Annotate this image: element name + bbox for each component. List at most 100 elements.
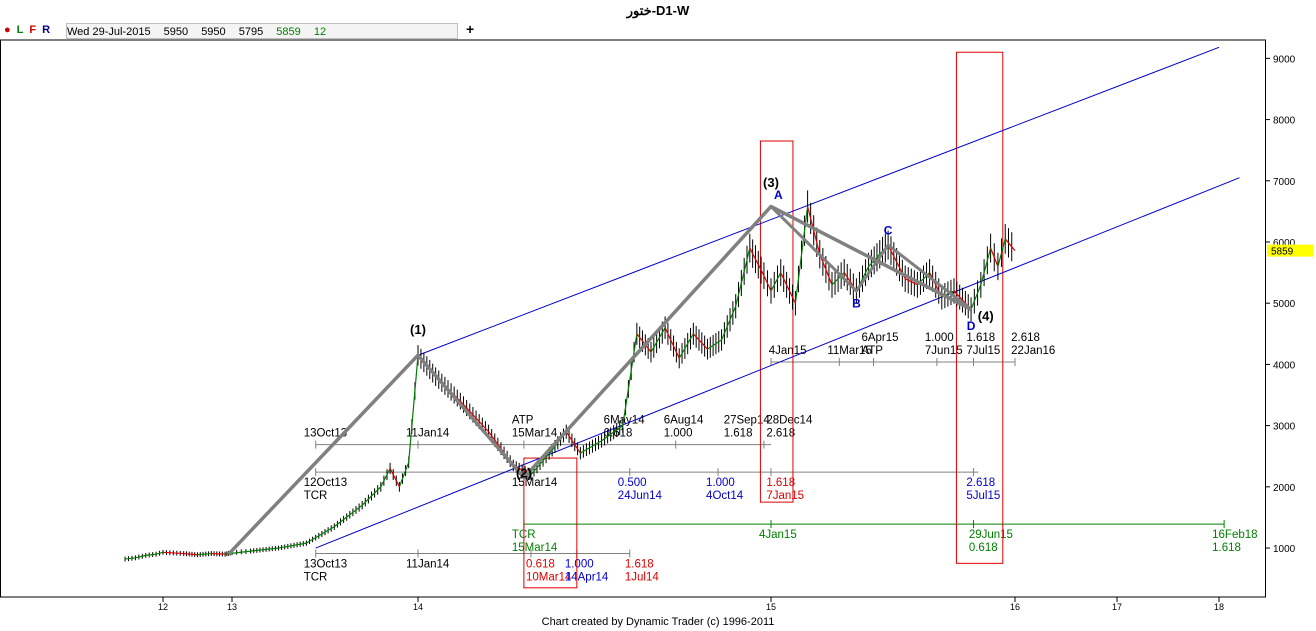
time-window-box [523, 457, 578, 589]
flag-group[interactable]: ● L F R [4, 22, 56, 38]
swing-segment [398, 462, 410, 488]
projection-label: 22Jan16 [1011, 345, 1055, 357]
swing-segment [459, 400, 490, 433]
abcd-label: C [884, 224, 893, 238]
price-tick-label: 8000 [1273, 116, 1296, 127]
projection-label: 15Mar14 [512, 477, 558, 489]
time-tick-label: 14 [413, 602, 423, 612]
projection-label: 1.000 [664, 428, 693, 440]
time-tick-label: 18 [1214, 602, 1224, 612]
projection-label: 16Feb18 [1212, 529, 1257, 541]
info-open: 5950 [163, 26, 189, 38]
price-tick-label: 4000 [1273, 360, 1296, 371]
swing-segment [770, 272, 782, 292]
swing-segment [124, 557, 136, 560]
projection-label: 0.500 [618, 477, 647, 489]
price-chart[interactable]: 4Jan15 11Mar156Apr15ATP1.0007Jun151.6187J… [0, 38, 1316, 614]
chart-credit: Chart created by Dynamic Trader (c) 1996… [541, 616, 775, 628]
swing-segment [408, 355, 419, 463]
swing-segment [333, 504, 363, 528]
projection-label: 15Mar14 [512, 428, 558, 440]
swing-segment [306, 526, 335, 544]
info-low: 5795 [238, 26, 264, 38]
projection-label: 1.618 [724, 428, 753, 440]
projection-label: 10Mar14 [526, 572, 572, 584]
projection-label: 7Jan15 [766, 490, 804, 502]
swing-segment [622, 333, 638, 426]
swing-segment [819, 254, 833, 286]
swing-segment [250, 547, 279, 552]
swing-segment [678, 333, 694, 359]
projection-label: 4Jan15 [769, 345, 807, 357]
projection-label: 24Jun14 [618, 490, 663, 502]
price-tick-label: 9000 [1273, 54, 1296, 65]
add-icon[interactable]: + [466, 21, 475, 37]
time-tick-label: 17 [1112, 602, 1122, 612]
time-tick-label: 16 [1010, 602, 1020, 612]
swing-segment [664, 327, 680, 359]
abcd-label: B [852, 296, 861, 310]
projection-label: 15Mar14 [512, 542, 558, 554]
wave-label: (1) [410, 322, 426, 337]
swing-segment [904, 278, 918, 286]
flag-1[interactable]: L [16, 24, 24, 36]
abcd-label: D [967, 319, 976, 333]
flag-3[interactable]: R [42, 24, 51, 36]
projection-label: 1.000 [565, 559, 594, 571]
swing-segment [135, 554, 146, 559]
projection-label: 2.618 [966, 477, 995, 489]
swing-segment [580, 440, 602, 454]
projection-label: 1.618 [766, 477, 795, 489]
window-title: ختور-D1-W [0, 0, 1316, 23]
swing-segment [721, 306, 737, 341]
projection-label: 5Jul15 [966, 490, 1000, 502]
swing-segment [692, 333, 708, 350]
projection-label: 6May14 [604, 415, 646, 427]
projection-label: TCR [304, 490, 328, 502]
price-tick-label: 3000 [1273, 422, 1296, 433]
projection-label: 0.618 [969, 542, 998, 554]
swing-segment [1004, 238, 1016, 252]
flag-2[interactable]: F [29, 24, 37, 36]
projection-label: 0.618 [526, 559, 555, 571]
swing-segment [735, 247, 751, 307]
projection-label: 6Apr15 [861, 332, 898, 344]
time-tick-label: 15 [766, 602, 776, 612]
swing-segment [749, 247, 765, 276]
swing-segment [601, 425, 624, 442]
swing-segment [763, 275, 772, 292]
swing-segment [173, 552, 184, 555]
abcd-label: A [774, 188, 783, 202]
swing-segment [389, 468, 400, 488]
projection-label: 29Jun15 [969, 529, 1013, 541]
swing-segment [831, 272, 845, 286]
abcd-path [769, 205, 972, 311]
swing-segment [145, 553, 157, 556]
projection-label: 2.618 [1011, 332, 1040, 344]
swing-segment [980, 247, 992, 285]
price-tick-label: 1000 [1273, 544, 1296, 555]
projection-label: 4Oct14 [706, 490, 744, 502]
swing-segment [636, 333, 652, 353]
projection-label: ATP [512, 415, 534, 427]
projection-label: 1.618 [966, 332, 995, 344]
projection-label: 7Jun15 [925, 345, 963, 357]
last-price-badge [1267, 244, 1313, 257]
price-tick-label: 7000 [1273, 177, 1296, 188]
projection-label: 27Sep14 [724, 415, 771, 427]
price-info-box: Wed 29-Jul-2015 5950 5950 5795 5859 12 [66, 23, 458, 39]
projection-label: 11Jan14 [406, 559, 450, 571]
swing-segment [380, 468, 391, 488]
swing-segment [183, 552, 198, 556]
info-close: 5859 [276, 26, 301, 38]
swing-segment [197, 552, 212, 556]
wave-label: (4) [978, 308, 994, 323]
projection-label: 13Oct13 [304, 559, 347, 571]
swing-segment [278, 542, 307, 549]
swing-segment [162, 551, 174, 554]
time-window-box [759, 140, 794, 503]
channel-line [417, 46, 1220, 356]
flag-0[interactable]: ● [4, 24, 11, 36]
wave-label: (3) [763, 175, 779, 190]
projection-label: 14Apr14 [565, 572, 609, 584]
